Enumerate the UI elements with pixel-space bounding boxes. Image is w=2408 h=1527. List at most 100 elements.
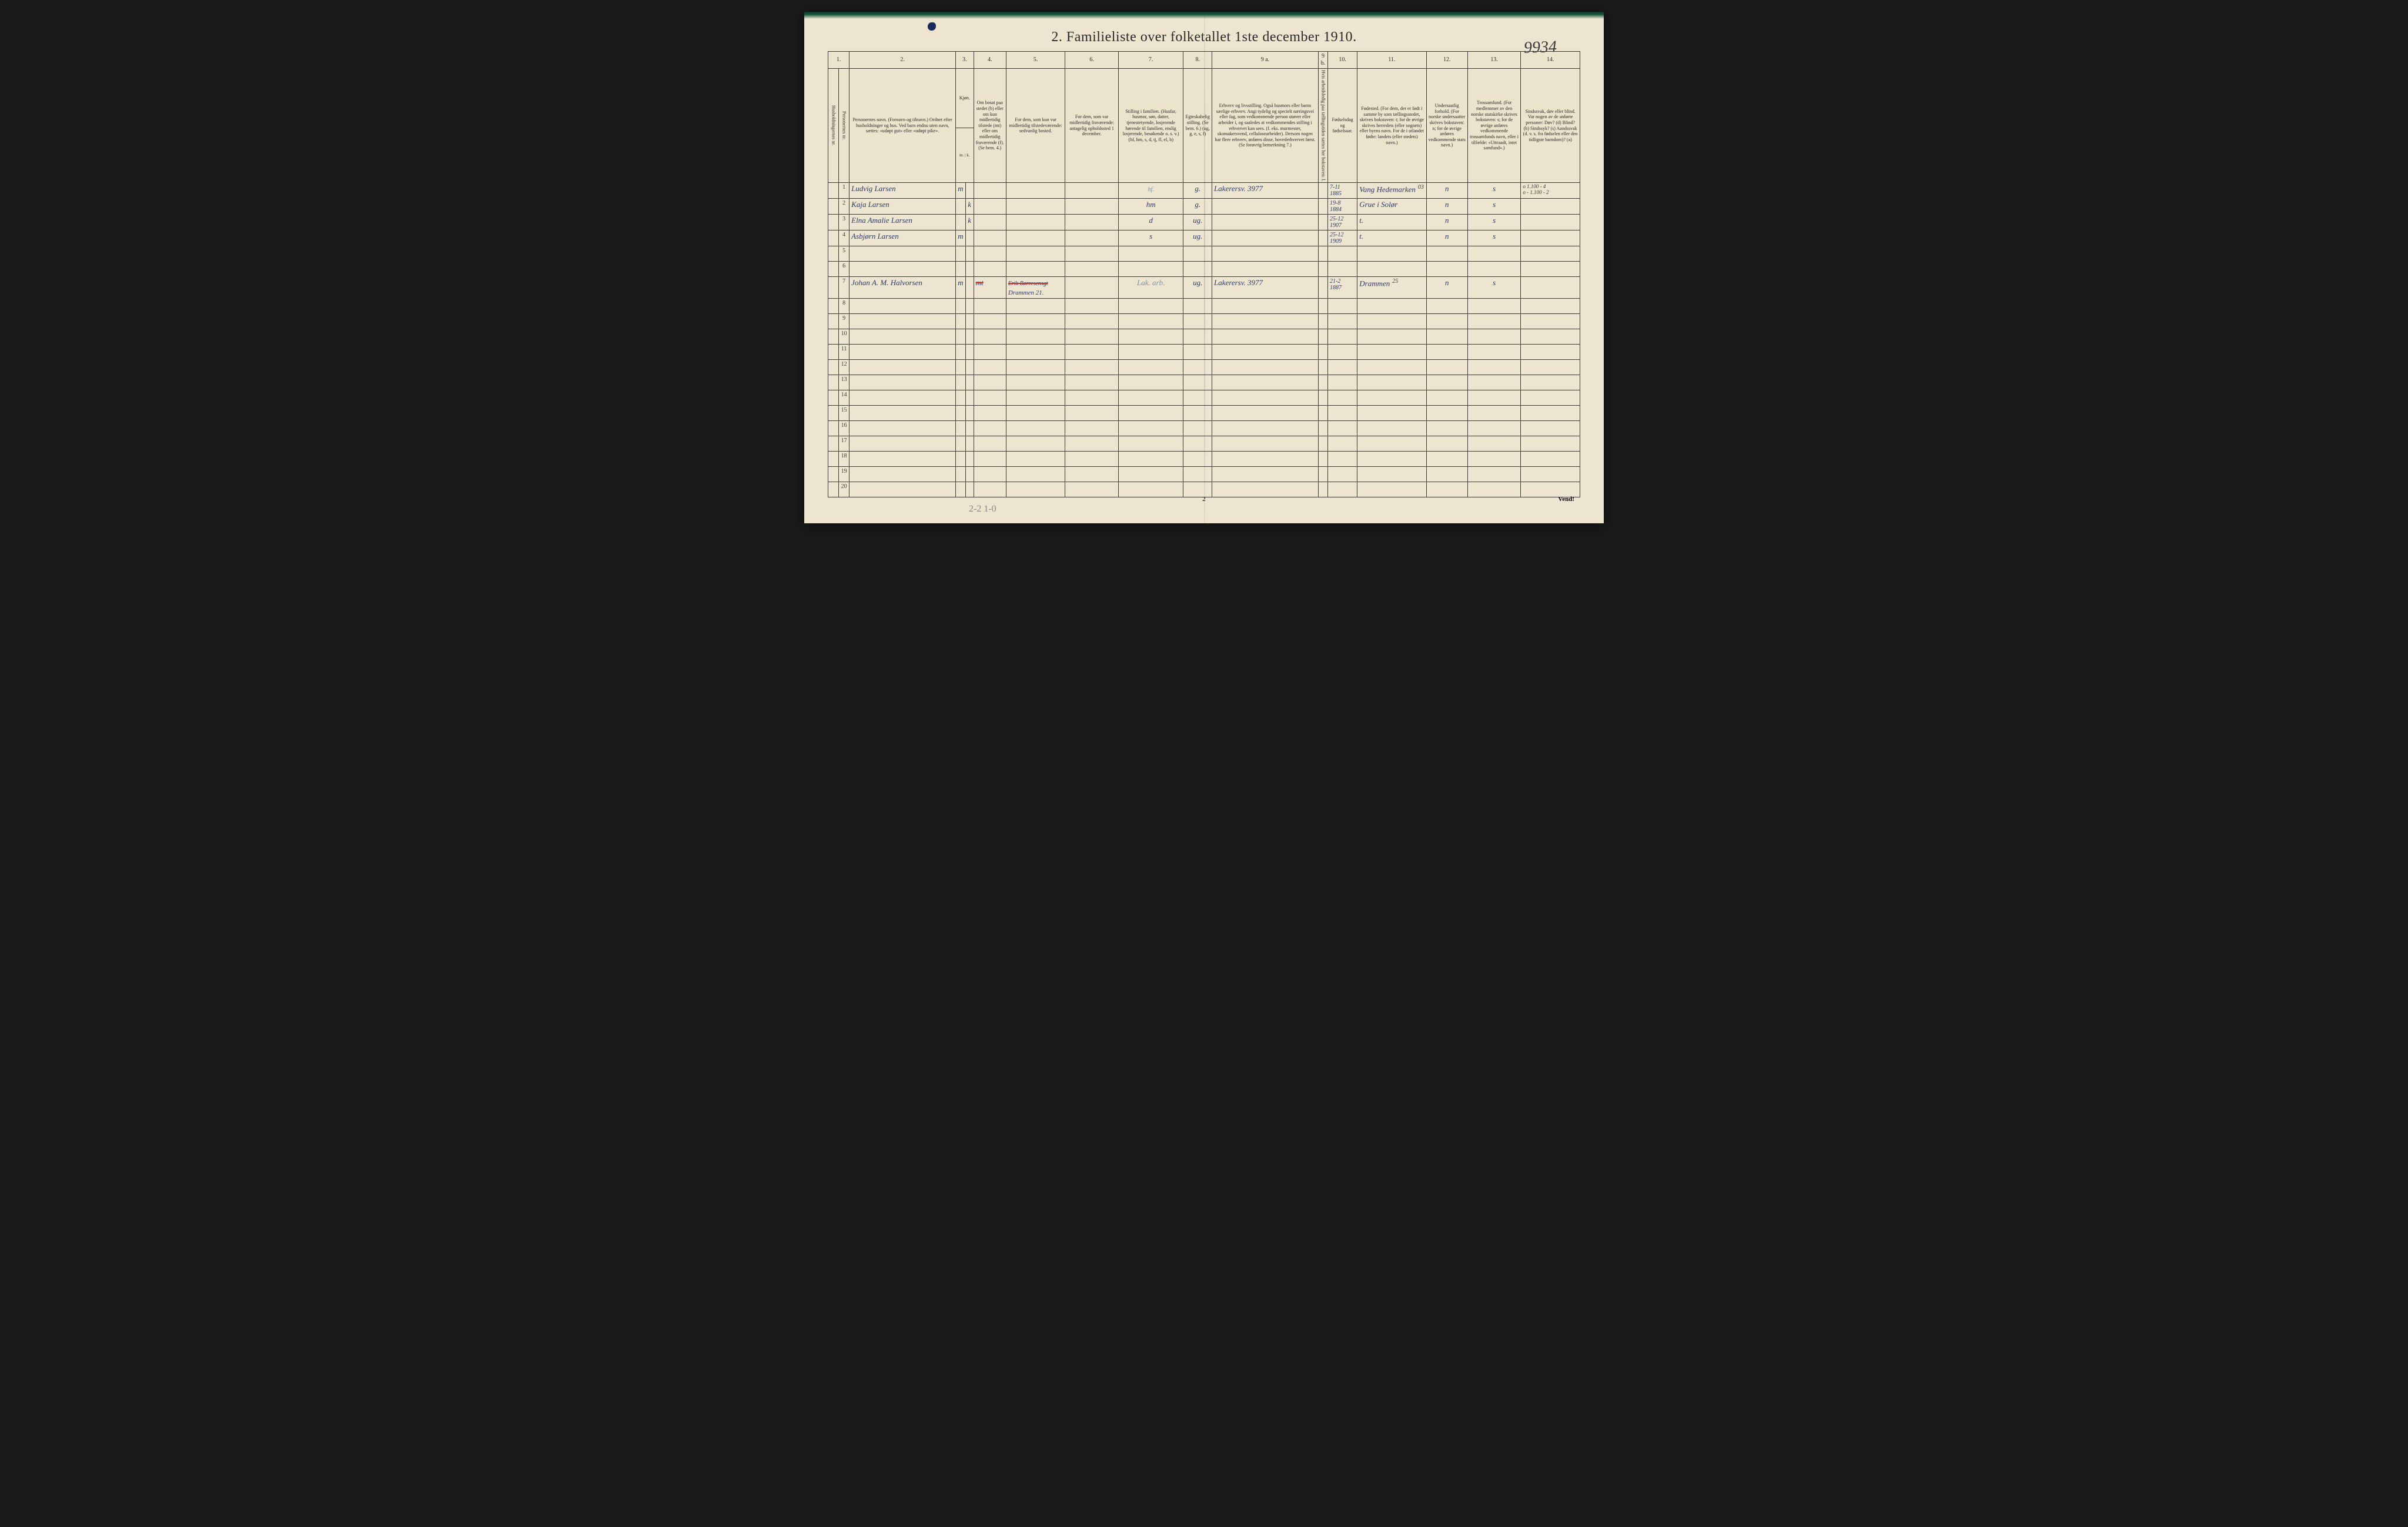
page-annotation: 9934 [1523,38,1557,58]
whereabouts-cell [1065,299,1118,314]
religion-cell [1467,482,1520,497]
occupation-cell [1212,230,1319,246]
residence-cell [974,467,1006,482]
religion-cell [1467,421,1520,436]
table-row: 10 [828,329,1580,345]
table-row: 9 [828,314,1580,329]
whereabouts-cell [1065,421,1118,436]
colnum-9a: 9 a. [1212,52,1319,69]
name-cell [850,421,956,436]
household-nr-cell [828,360,839,375]
household-nr-cell [828,299,839,314]
marital-cell [1183,246,1212,262]
residence-cell [974,262,1006,277]
table-row: 14 [828,390,1580,406]
usual-residence-cell [1006,375,1065,390]
birthplace-cell [1357,345,1426,360]
residence-cell [974,183,1006,199]
household-nr-cell [828,183,839,199]
usual-residence-cell [1006,314,1065,329]
sex-k-cell [965,360,974,375]
table-row: 17 [828,436,1580,452]
sex-k-cell [965,262,974,277]
religion-cell [1467,314,1520,329]
sex-m-cell [956,452,965,467]
person-nr-cell: 19 [839,467,850,482]
unemployed-cell [1318,467,1327,482]
residence-cell [974,375,1006,390]
sex-m-cell [956,262,965,277]
name-cell [850,314,956,329]
family-position-cell [1118,375,1183,390]
sex-k-cell: k [965,199,974,215]
household-nr-cell [828,314,839,329]
marital-cell [1183,329,1212,345]
household-nr-cell [828,230,839,246]
family-position-cell [1118,482,1183,497]
sex-k-cell [965,467,974,482]
family-position-cell [1118,299,1183,314]
name-cell [850,390,956,406]
occupation-cell [1212,436,1319,452]
birthdate-cell [1328,345,1357,360]
disability-cell [1521,421,1580,436]
page-number: 2 [1202,496,1206,503]
sex-k-cell [965,314,974,329]
usual-residence-cell [1006,482,1065,497]
table-row: 19 [828,467,1580,482]
marital-cell: g. [1183,183,1212,199]
family-position-cell [1118,452,1183,467]
table-row: 15 [828,406,1580,421]
birthdate-cell [1328,452,1357,467]
sex-m-cell: m [956,277,965,299]
birthplace-cell [1357,390,1426,406]
citizenship-cell [1426,421,1467,436]
household-nr-cell [828,246,839,262]
sex-m-cell [956,199,965,215]
sex-m-cell [956,421,965,436]
marital-cell [1183,482,1212,497]
household-nr-cell [828,215,839,230]
colnum-9b: 9 b. [1318,52,1327,69]
family-position-cell [1118,467,1183,482]
birthplace-cell: Grue i Solør [1357,199,1426,215]
header-name: Personernes navn. (Fornavn og tilnavn.) … [850,69,956,183]
whereabouts-cell [1065,452,1118,467]
birthdate-cell [1328,246,1357,262]
disability-cell [1521,467,1580,482]
header-marital: Egteskabelig stilling. (Se bem. 6.) (ug,… [1183,69,1212,183]
colnum-12: 12. [1426,52,1467,69]
title-row: 2. Familieliste over folketallet 1ste de… [828,29,1580,45]
religion-cell [1467,262,1520,277]
colnum-3: 3. [956,52,974,69]
marital-cell: ug. [1183,277,1212,299]
birthplace-cell [1357,314,1426,329]
family-position-cell [1118,406,1183,421]
table-row: 5 [828,246,1580,262]
header-family-position: Stilling i familien. (Husfar, husmor, sø… [1118,69,1183,183]
household-nr-cell [828,482,839,497]
header-sex: Kjøn. [956,69,974,128]
household-nr-cell [828,277,839,299]
unemployed-cell [1318,436,1327,452]
table-row: 13 [828,375,1580,390]
colnum-6: 6. [1065,52,1118,69]
sex-m-cell [956,215,965,230]
usual-residence-cell [1006,436,1065,452]
usual-residence-cell [1006,329,1065,345]
sex-m-cell [956,246,965,262]
occupation-cell [1212,421,1319,436]
table-body: 1Ludvig Larsenmhf.g.Lakerersv. 39777-111… [828,183,1580,497]
whereabouts-cell [1065,406,1118,421]
disability-cell [1521,299,1580,314]
person-nr-cell: 20 [839,482,850,497]
name-cell [850,360,956,375]
disability-cell [1521,262,1580,277]
occupation-cell [1212,406,1319,421]
usual-residence-cell [1006,345,1065,360]
table-row: 16 [828,421,1580,436]
marital-cell [1183,314,1212,329]
marital-cell [1183,345,1212,360]
disability-cell [1521,482,1580,497]
residence-cell [974,230,1006,246]
